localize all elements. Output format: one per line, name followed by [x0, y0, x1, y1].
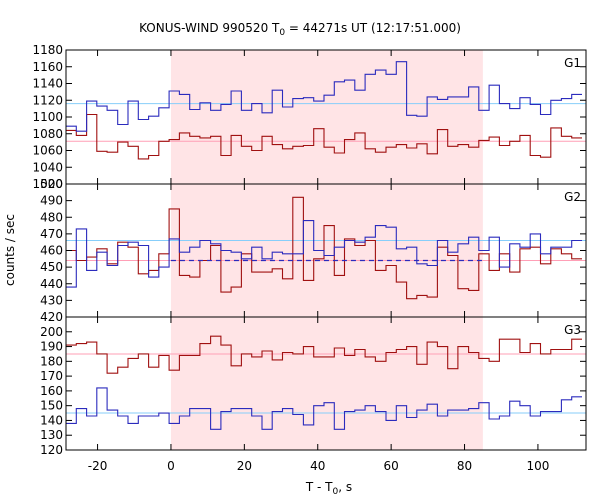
g3-series-blue	[66, 387, 582, 430]
g3-y-tick-label: 200	[40, 325, 63, 339]
g3-y-tick-label: 130	[40, 428, 63, 442]
g2-y-tick-label: 430	[40, 293, 63, 307]
x-tick-label: 0	[167, 459, 175, 473]
g2-series-blue	[66, 220, 582, 288]
g3-panel-frame	[65, 316, 587, 451]
g2-y-tick-label: 480	[40, 210, 63, 224]
g2-y-tick-label: 440	[40, 277, 63, 291]
x-tick-label: 20	[237, 459, 252, 473]
g2-y-tick-label: 490	[40, 194, 63, 208]
g3-y-tick-label: 190	[40, 340, 63, 354]
g1-y-tick-label: 1020	[32, 177, 63, 191]
g3-panel-label: G3	[564, 323, 581, 337]
g3-y-tick-label: 150	[40, 399, 63, 413]
g1-y-tick-label: 1180	[32, 43, 63, 57]
g2-y-tick-label: 500	[40, 177, 63, 191]
g2-series-red	[66, 196, 582, 300]
tick-layer: 1020 1040 1060 1080 1100 1120 1140 1160 1180 G1 42…	[32, 43, 586, 473]
g3-y-tick-label: 140	[40, 413, 63, 427]
x-tick-label: 40	[310, 459, 325, 473]
g2-panel-label: G2	[564, 190, 581, 204]
g1-y-tick-label: 1140	[32, 77, 63, 91]
g1-shaded-interval	[170, 50, 483, 184]
x-axis-label: T - T0, s	[305, 480, 352, 497]
g1-y-tick-label: 1060	[32, 144, 63, 158]
y-axis-label: counts / sec	[3, 214, 17, 286]
g3-y-tick-label: 120	[40, 443, 63, 457]
g2-y-tick-label: 450	[40, 260, 63, 274]
chart-title: KONUS-WIND 990520 T0 = 44271s UT (12:17:…	[139, 21, 461, 38]
g1-y-tick-label: 1160	[32, 60, 63, 74]
g2-y-tick-label: 460	[40, 244, 63, 258]
g3-y-tick-label: 160	[40, 384, 63, 398]
g1-series-blue	[66, 61, 582, 132]
x-tick-label: 80	[457, 459, 472, 473]
g3-y-tick-label: 180	[40, 354, 63, 368]
x-tick-label: -20	[88, 459, 108, 473]
g1-y-tick-label: 1040	[32, 160, 63, 174]
g2-y-tick-label: 470	[40, 227, 63, 241]
shaded-interval-layer	[170, 50, 483, 450]
x-tick-label: 100	[526, 459, 549, 473]
g3-shaded-interval	[170, 317, 483, 450]
g2-y-tick-label: 420	[40, 310, 63, 324]
g3-y-tick-label: 170	[40, 369, 63, 383]
g1-y-tick-label: 1100	[32, 110, 63, 124]
g3-series-red	[66, 335, 582, 374]
g1-y-tick-label: 1080	[32, 127, 63, 141]
g1-series-red	[66, 113, 582, 160]
x-tick-label: 60	[383, 459, 398, 473]
series-layer	[66, 61, 582, 430]
g1-panel-label: G1	[564, 56, 581, 70]
g1-y-tick-label: 1120	[32, 93, 63, 107]
